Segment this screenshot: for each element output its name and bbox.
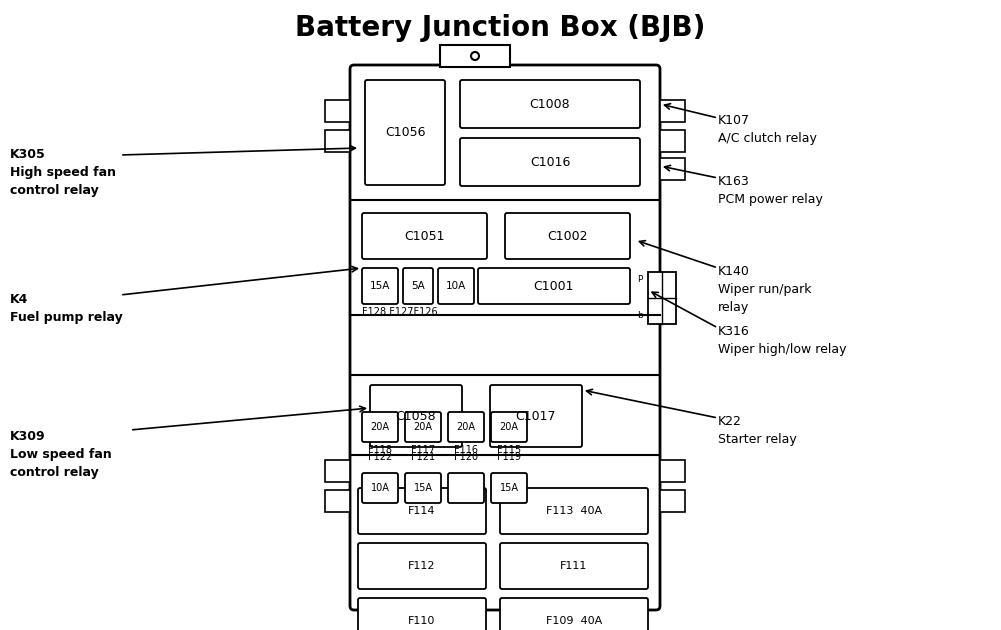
Text: F114: F114 — [408, 506, 435, 516]
Text: b: b — [638, 311, 643, 321]
Text: F118: F118 — [368, 445, 392, 455]
Text: K309
Low speed fan
control relay: K309 Low speed fan control relay — [10, 430, 112, 479]
Text: F111: F111 — [561, 561, 588, 571]
Text: 10A: 10A — [445, 281, 466, 291]
Text: F112: F112 — [408, 561, 435, 571]
Bar — [660, 158, 685, 180]
Text: C1051: C1051 — [404, 229, 444, 243]
Text: K107
A/C clutch relay: K107 A/C clutch relay — [718, 114, 817, 145]
FancyBboxPatch shape — [448, 412, 484, 442]
FancyBboxPatch shape — [405, 412, 441, 442]
Bar — [325, 490, 350, 512]
Text: C1058: C1058 — [395, 410, 436, 423]
FancyBboxPatch shape — [358, 543, 486, 589]
Bar — [325, 100, 350, 122]
FancyBboxPatch shape — [490, 385, 582, 447]
Text: 20A: 20A — [499, 422, 519, 432]
FancyBboxPatch shape — [403, 268, 433, 304]
FancyBboxPatch shape — [500, 488, 648, 534]
Text: C1002: C1002 — [548, 229, 588, 243]
Text: K22
Starter relay: K22 Starter relay — [718, 415, 797, 446]
FancyBboxPatch shape — [405, 473, 441, 503]
Text: 15A: 15A — [499, 483, 519, 493]
Text: F110: F110 — [408, 616, 435, 626]
Bar — [660, 460, 685, 482]
Bar — [660, 130, 685, 152]
Text: C1056: C1056 — [384, 126, 425, 139]
FancyBboxPatch shape — [350, 65, 660, 610]
Text: 5A: 5A — [411, 281, 424, 291]
FancyBboxPatch shape — [460, 138, 640, 186]
Bar — [325, 460, 350, 482]
FancyBboxPatch shape — [362, 473, 398, 503]
Bar — [660, 100, 685, 122]
FancyBboxPatch shape — [358, 598, 486, 630]
FancyBboxPatch shape — [500, 598, 648, 630]
FancyBboxPatch shape — [362, 412, 398, 442]
Text: F120: F120 — [453, 452, 478, 462]
FancyBboxPatch shape — [362, 268, 398, 304]
Text: K316
Wiper high/low relay: K316 Wiper high/low relay — [718, 325, 847, 356]
FancyBboxPatch shape — [491, 412, 527, 442]
FancyBboxPatch shape — [478, 268, 630, 304]
Text: F121: F121 — [411, 452, 435, 462]
Text: F122: F122 — [368, 452, 392, 462]
Text: 15A: 15A — [369, 281, 390, 291]
Text: K4
Fuel pump relay: K4 Fuel pump relay — [10, 293, 123, 324]
FancyBboxPatch shape — [505, 213, 630, 259]
Bar — [325, 130, 350, 152]
Text: 20A: 20A — [456, 422, 475, 432]
FancyBboxPatch shape — [491, 473, 527, 503]
Text: 15A: 15A — [413, 483, 432, 493]
Text: F128 F127F126: F128 F127F126 — [362, 307, 437, 317]
Text: 10A: 10A — [370, 483, 389, 493]
Text: P: P — [638, 275, 643, 285]
Text: 20A: 20A — [413, 422, 432, 432]
FancyBboxPatch shape — [370, 385, 462, 447]
FancyBboxPatch shape — [362, 213, 487, 259]
FancyBboxPatch shape — [448, 473, 484, 503]
Bar — [440, 45, 510, 67]
Text: F113  40A: F113 40A — [546, 506, 602, 516]
FancyBboxPatch shape — [438, 268, 474, 304]
FancyBboxPatch shape — [500, 543, 648, 589]
Bar — [660, 490, 685, 512]
FancyBboxPatch shape — [365, 80, 445, 185]
Bar — [648, 272, 676, 324]
Text: C1016: C1016 — [530, 156, 571, 168]
FancyBboxPatch shape — [460, 80, 640, 128]
Text: Battery Junction Box (BJB): Battery Junction Box (BJB) — [295, 14, 706, 42]
Text: K305
High speed fan
control relay: K305 High speed fan control relay — [10, 148, 116, 197]
FancyBboxPatch shape — [358, 488, 486, 534]
Text: C1001: C1001 — [534, 280, 575, 292]
Text: 20A: 20A — [370, 422, 389, 432]
Text: F116: F116 — [454, 445, 478, 455]
Text: K140
Wiper run/park
relay: K140 Wiper run/park relay — [718, 265, 812, 314]
Text: K163
PCM power relay: K163 PCM power relay — [718, 175, 823, 206]
Text: F119: F119 — [497, 452, 521, 462]
Text: F117: F117 — [411, 445, 435, 455]
Text: F115: F115 — [496, 445, 522, 455]
Text: C1008: C1008 — [530, 98, 571, 110]
Text: F109  40A: F109 40A — [546, 616, 603, 626]
Text: C1017: C1017 — [516, 410, 557, 423]
